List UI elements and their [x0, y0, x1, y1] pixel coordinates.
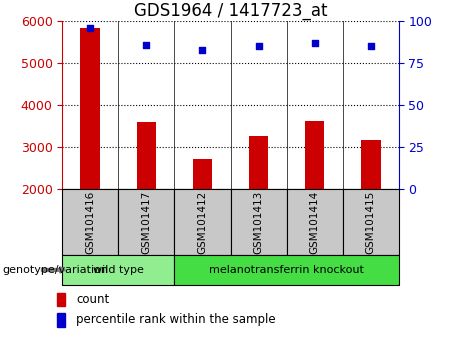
Bar	[81, 28, 100, 189]
Bar	[118, 189, 174, 255]
Point	[311, 40, 318, 46]
Text: count: count	[76, 293, 109, 306]
Bar	[230, 189, 287, 255]
Bar	[361, 140, 380, 189]
Bar	[62, 255, 174, 285]
Text: GSM101415: GSM101415	[366, 190, 376, 254]
Text: melanotransferrin knockout: melanotransferrin knockout	[209, 265, 364, 275]
Point	[87, 25, 94, 31]
Bar	[57, 313, 65, 327]
Title: GDS1964 / 1417723_at: GDS1964 / 1417723_at	[134, 2, 327, 20]
Text: GSM101416: GSM101416	[85, 190, 95, 254]
Point	[367, 44, 374, 49]
Text: GSM101412: GSM101412	[197, 190, 207, 254]
Bar	[136, 122, 156, 189]
Bar	[249, 136, 268, 189]
Bar	[174, 255, 399, 285]
Bar	[174, 189, 230, 255]
Bar	[62, 189, 118, 255]
Bar	[287, 189, 343, 255]
Point	[142, 42, 150, 48]
Point	[199, 47, 206, 53]
Text: GSM101413: GSM101413	[254, 190, 264, 254]
Text: wild type: wild type	[93, 265, 144, 275]
Text: GSM101417: GSM101417	[142, 190, 151, 254]
Bar	[343, 189, 399, 255]
Text: percentile rank within the sample: percentile rank within the sample	[76, 313, 276, 326]
Point	[255, 44, 262, 49]
Text: genotype/variation: genotype/variation	[2, 265, 108, 275]
Bar	[57, 293, 65, 306]
Text: GSM101414: GSM101414	[310, 190, 319, 254]
Bar	[193, 159, 212, 189]
Bar	[305, 121, 325, 189]
